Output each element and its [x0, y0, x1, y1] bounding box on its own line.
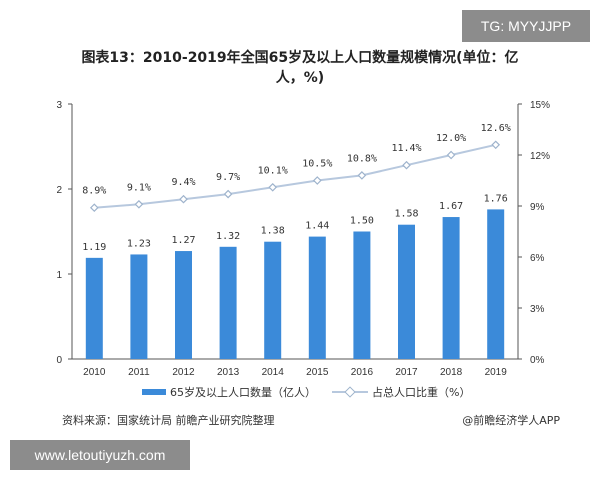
population-bar — [85, 257, 103, 359]
population-bar — [219, 246, 237, 359]
share-point — [312, 176, 322, 185]
left-axis-tick-label: 1 — [56, 270, 62, 281]
share-point-label: 9.7% — [216, 172, 240, 183]
right-axis-tick-label: 0% — [530, 355, 545, 366]
x-axis-tick-label: 2010 — [83, 367, 106, 378]
watermark-top: TG: MYYJJPP — [462, 10, 590, 42]
share-point — [89, 203, 99, 213]
share-point-label: 9.1% — [127, 182, 151, 193]
population-bar-label: 1.19 — [82, 242, 106, 253]
legend-item-share: 占总人口比重（%） — [332, 384, 470, 400]
population-bar-label: 1.32 — [216, 231, 240, 242]
share-point — [179, 194, 188, 204]
population-bar-label: 1.27 — [171, 235, 195, 246]
population-bar-label: 1.23 — [127, 238, 151, 249]
chart-title-line-2: 人，%) — [275, 70, 325, 86]
chart-title: 图表13：2010-2019年全国65岁及以上人口数量规模情况(单位：亿 人，%… — [40, 48, 560, 88]
share-point — [357, 171, 367, 180]
share-point — [446, 150, 456, 160]
footer-brand: @前瞻经济学人APP — [462, 414, 560, 427]
x-axis-tick-label: 2011 — [128, 367, 150, 378]
right-axis-tick-label: 3% — [530, 304, 545, 315]
population-bar — [442, 217, 460, 359]
population-bar — [398, 224, 415, 359]
x-axis-tick-label: 2018 — [440, 367, 463, 378]
share-point-label: 12.6% — [481, 123, 511, 134]
chart-title-line-1: 图表13：2010-2019年全国65岁及以上人口数量规模情况(单位：亿 — [81, 50, 519, 66]
population-bar — [175, 251, 192, 359]
population-bar-label: 1.76 — [484, 193, 508, 204]
right-axis-tick-label: 12% — [530, 151, 550, 162]
share-point — [223, 189, 233, 199]
population-bar-label: 1.58 — [394, 209, 418, 220]
legend-label-population: 65岁及以上人口数量（亿人） — [170, 386, 316, 399]
share-point — [134, 199, 144, 209]
share-point — [402, 160, 411, 170]
legend-label-share: 占总人口比重（%） — [372, 386, 471, 399]
combo-chart: 0 1 2 3 0% 3% 6% 9% 12% 15% 2010 2011 2012 2013 2014 20… — [56, 100, 550, 378]
right-axis-tick-label: 15% — [530, 100, 550, 111]
population-bar — [308, 236, 326, 359]
footer-source: 资料来源：国家统计局 前瞻产业研究院整理 — [62, 414, 275, 427]
legend-line-swatch — [332, 387, 368, 397]
x-axis-tick-label: 2013 — [217, 367, 240, 378]
population-bar-label: 1.50 — [350, 216, 374, 227]
population-bar-label: 1.38 — [261, 226, 285, 237]
population-bar — [353, 231, 371, 359]
share-point-label: 11.4% — [391, 143, 421, 154]
left-axis-tick-label: 0 — [56, 355, 62, 366]
share-point — [491, 140, 501, 150]
right-axis-tick-label: 9% — [530, 202, 545, 213]
left-axis-tick-label: 3 — [56, 100, 62, 111]
right-axis-tick-label: 6% — [530, 253, 545, 264]
share-point-label: 8.9% — [82, 186, 106, 197]
share-point-label: 10.5% — [302, 159, 332, 170]
watermark-bottom: www.letoutiyuzh.com — [10, 440, 190, 470]
share-point-label: 10.8% — [347, 153, 377, 164]
x-axis-tick-label: 2017 — [395, 367, 418, 378]
x-axis-tick-label: 2015 — [306, 367, 329, 378]
share-point-label: 9.4% — [171, 177, 195, 188]
chart-legend: 65岁及以上人口数量（亿人） 占总人口比重（%） — [0, 384, 600, 404]
x-axis-tick-label: 2014 — [262, 367, 285, 378]
legend-bar-swatch — [142, 389, 166, 395]
share-line — [94, 143, 496, 209]
population-bar-label: 1.67 — [439, 201, 463, 212]
x-axis-tick-label: 2016 — [351, 367, 374, 378]
population-bar — [130, 254, 148, 359]
population-bar-label: 1.44 — [305, 221, 329, 232]
share-point-label: 12.0% — [436, 133, 466, 144]
population-bar — [264, 241, 282, 359]
x-axis-tick-label: 2019 — [485, 367, 508, 378]
x-axis-tick-label: 2012 — [172, 367, 195, 378]
share-point-label: 10.1% — [258, 165, 288, 176]
share-point — [268, 182, 278, 192]
legend-item-population: 65岁及以上人口数量（亿人） — [142, 384, 316, 400]
left-axis-tick-label: 2 — [56, 185, 62, 196]
population-bar — [487, 209, 505, 359]
